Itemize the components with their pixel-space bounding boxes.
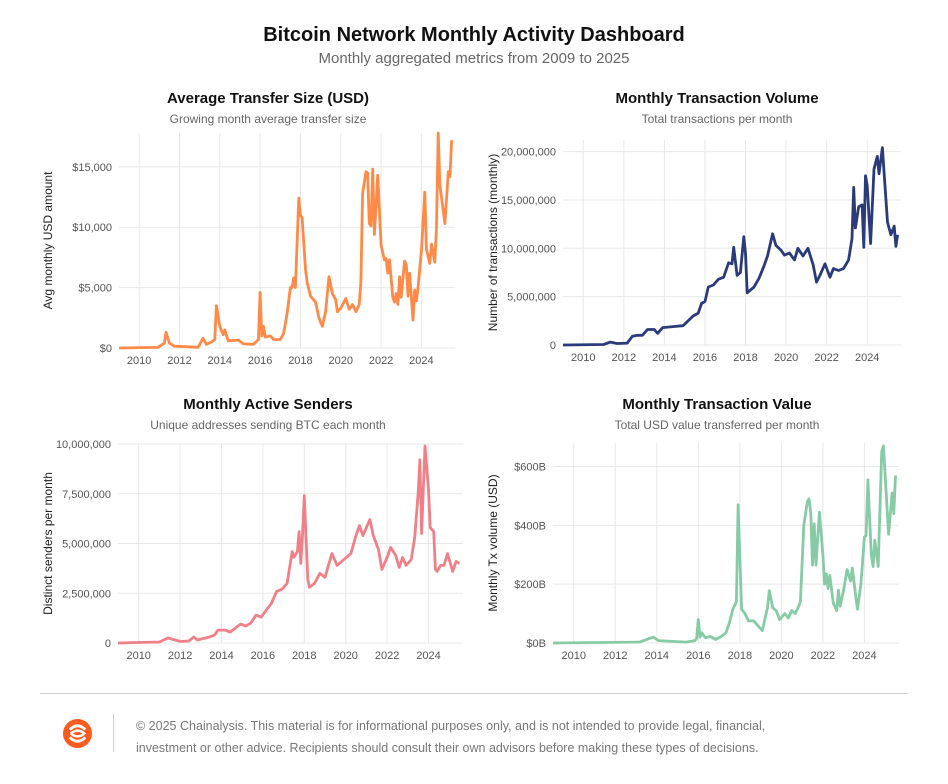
- chart-0: 2010 2012 2014 2016 2018 2020 2022 2024 $0 $5,000…: [41, 131, 455, 367]
- y-axis-label: Monthly Tx volume (USD): [486, 474, 500, 611]
- series-line: [117, 444, 461, 645]
- x-tick-label: 2022: [375, 650, 399, 662]
- y-tick-label: 15,000,000: [501, 195, 556, 207]
- y-tick-label: 10,000,000: [56, 439, 111, 451]
- y-tick-label: 20,000,000: [501, 147, 556, 159]
- chart-title-tx-volume: Monthly Transaction Volume: [615, 90, 819, 107]
- x-tick-label: 2020: [329, 355, 353, 367]
- series-line: [118, 131, 453, 350]
- x-tick-label: 2016: [248, 355, 272, 367]
- x-tick-label: 2016: [251, 650, 275, 662]
- x-tick-label: 2010: [127, 355, 151, 367]
- x-tick-label: 2024: [416, 650, 440, 662]
- x-tick-label: 2012: [168, 650, 192, 662]
- x-tick-label: 2024: [409, 355, 433, 367]
- y-tick-label: 10,000,000: [501, 243, 556, 255]
- x-tick-label: 2012: [167, 355, 191, 367]
- chart-subtitle-active-senders: Unique addresses sending BTC each month: [150, 418, 386, 432]
- dashboard-title: Bitcoin Network Monthly Activity Dashboa…: [263, 24, 685, 46]
- y-tick-label: $0B: [526, 638, 546, 650]
- x-tick-label: 2024: [852, 650, 876, 662]
- y-tick-label: $10,000: [72, 222, 112, 234]
- y-tick-label: $0: [100, 343, 112, 355]
- chart-subtitle-tx-volume: Total transactions per month: [641, 112, 793, 126]
- chart-1: 2010 2012 2014 2016 2018 2020 2022 2024 0 5,000,0…: [486, 140, 901, 364]
- x-tick-label: 2018: [733, 352, 757, 364]
- x-tick-label: 2014: [208, 355, 232, 367]
- chart-3: 2010 2012 2014 2016 2018 2020 2022 2024 $0B $200B…: [486, 443, 899, 662]
- y-axis-label: Distinct senders per month: [41, 472, 55, 615]
- footer-line-2: investment or other advice. Recipients s…: [136, 741, 759, 755]
- dashboard-subtitle: Monthly aggregated metrics from 2009 to …: [318, 50, 630, 67]
- y-tick-label: 5,000,000: [507, 292, 556, 304]
- chart-title-active-senders: Monthly Active Senders: [183, 396, 353, 413]
- x-tick-label: 2018: [288, 355, 312, 367]
- footer-separator: [40, 693, 908, 694]
- y-tick-label: 7,500,000: [62, 489, 111, 501]
- x-tick-label: 2022: [369, 355, 393, 367]
- y-tick-label: $5,000: [78, 283, 112, 295]
- chart-title-tx-value: Monthly Transaction Value: [622, 396, 812, 413]
- x-tick-label: 2022: [811, 650, 835, 662]
- chainalysis-logo-icon: [62, 718, 93, 749]
- y-axis-label: Avg monthly USD amount: [41, 171, 55, 310]
- x-tick-label: 2014: [652, 352, 676, 364]
- x-tick-label: 2014: [645, 650, 669, 662]
- footer-disclaimer: © 2025 Chainalysis. This material is for…: [136, 715, 896, 759]
- x-tick-label: 2014: [209, 650, 233, 662]
- x-tick-label: 2020: [769, 650, 793, 662]
- x-tick-label: 2020: [774, 352, 798, 364]
- x-tick-label: 2018: [728, 650, 752, 662]
- x-tick-label: 2020: [333, 650, 357, 662]
- chart-subtitle-transfer-size: Growing month average transfer size: [169, 112, 367, 126]
- series-line: [552, 444, 897, 645]
- x-tick-label: 2010: [562, 650, 586, 662]
- x-tick-label: 2024: [855, 352, 879, 364]
- x-tick-label: 2018: [292, 650, 316, 662]
- series-line: [562, 146, 899, 347]
- y-tick-label: $600B: [514, 462, 546, 474]
- x-tick-label: 2012: [603, 650, 627, 662]
- y-tick-label: 2,500,000: [62, 588, 111, 600]
- y-tick-label: 0: [550, 340, 556, 352]
- chart-2: 2010 2012 2014 2016 2018 2020 2022 2024 0 2,500,0…: [41, 439, 463, 662]
- footer-line-1: © 2025 Chainalysis. This material is for…: [136, 719, 766, 733]
- footer-divider: [113, 714, 114, 752]
- x-tick-label: 2010: [571, 352, 595, 364]
- y-tick-label: $15,000: [72, 162, 112, 174]
- y-tick-label: 5,000,000: [62, 539, 111, 551]
- y-axis-label: Number of transactions (monthly): [486, 154, 500, 331]
- x-tick-label: 2012: [612, 352, 636, 364]
- chart-title-transfer-size: Average Transfer Size (USD): [166, 90, 370, 107]
- x-tick-label: 2016: [686, 650, 710, 662]
- x-tick-label: 2022: [814, 352, 838, 364]
- y-tick-label: 0: [105, 638, 111, 650]
- y-tick-label: $400B: [514, 520, 546, 532]
- x-tick-label: 2016: [693, 352, 717, 364]
- x-tick-label: 2010: [126, 650, 150, 662]
- y-tick-label: $200B: [514, 579, 546, 591]
- chart-subtitle-tx-value: Total USD value transferred per month: [614, 418, 820, 432]
